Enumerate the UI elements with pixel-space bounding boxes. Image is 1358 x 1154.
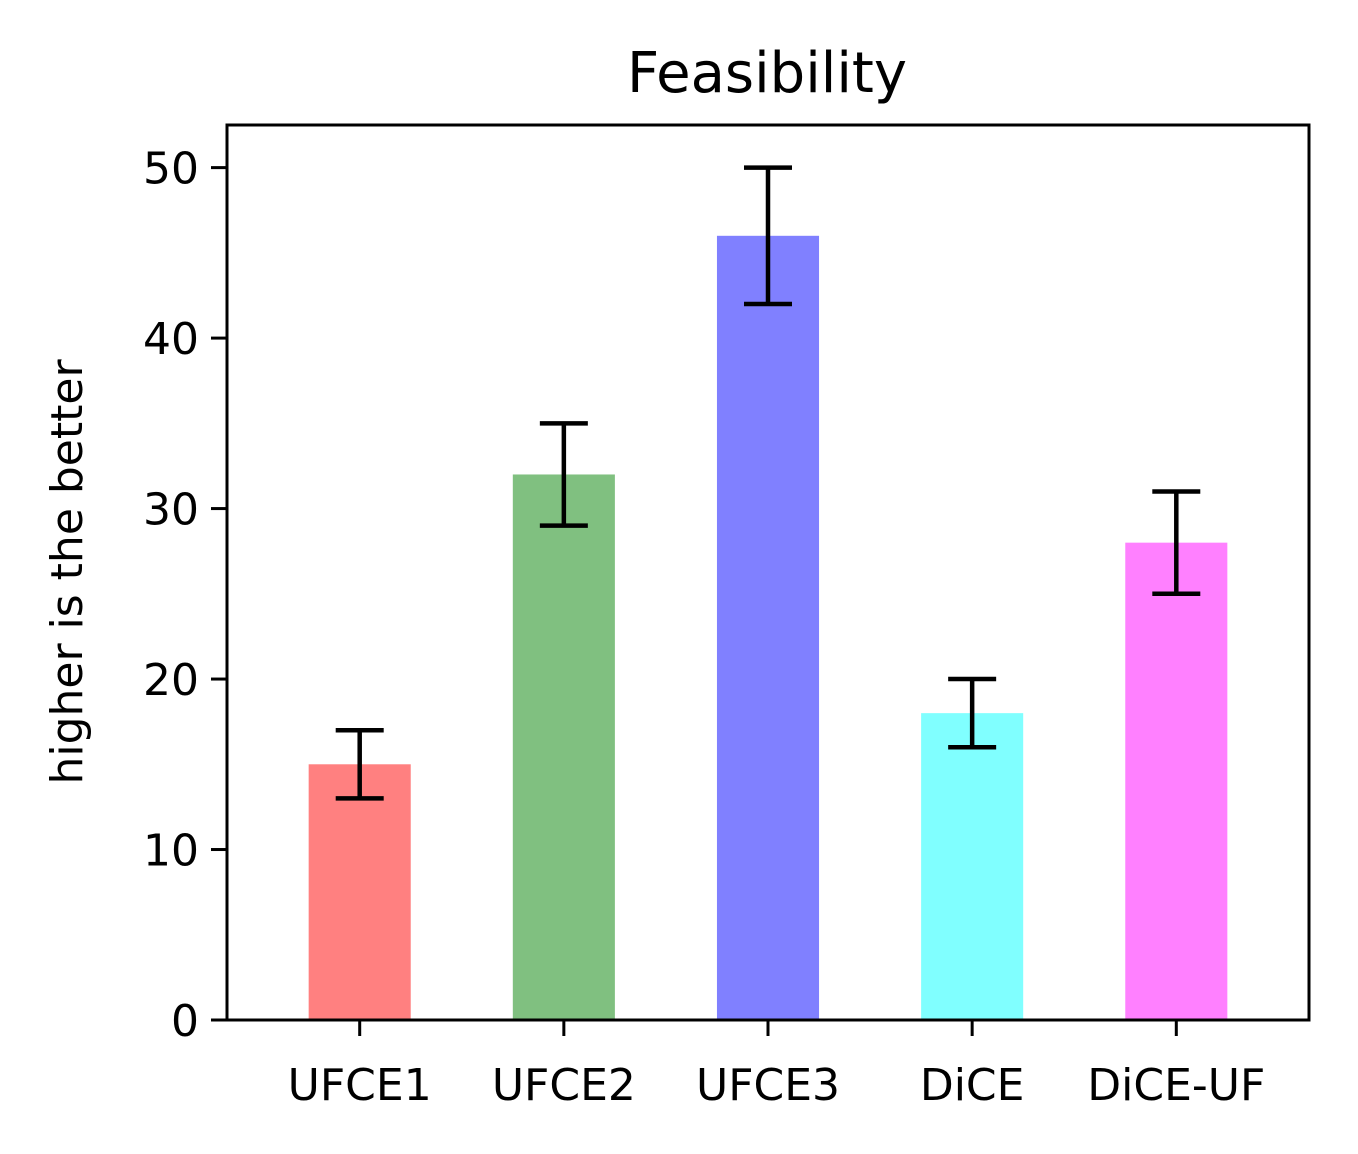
y-tick-label: 50 xyxy=(143,144,199,195)
x-tick-label: UFCE2 xyxy=(492,1060,636,1111)
y-tick-label: 0 xyxy=(171,996,199,1047)
error-bar-dice-uf xyxy=(1152,489,1201,597)
plot-frame xyxy=(225,123,1311,1022)
error-bar-dice xyxy=(948,676,997,750)
error-bar-ufce2 xyxy=(539,421,588,528)
chart-title: Feasibility xyxy=(627,41,907,106)
y-tick-label: 30 xyxy=(143,485,199,536)
y-tick-label: 40 xyxy=(143,314,199,365)
x-axis-ticks: UFCE1 UFCE2 UFCE3 DiCE DiCE-UF xyxy=(288,1020,1265,1111)
y-tick-label: 10 xyxy=(143,826,199,877)
x-tick-label: UFCE1 xyxy=(288,1060,432,1111)
error-bar-ufce1 xyxy=(335,727,384,801)
bars-group xyxy=(308,235,1228,1021)
bar-ufce1 xyxy=(308,764,411,1020)
error-bars-group xyxy=(335,165,1201,801)
bar-dice xyxy=(921,713,1024,1020)
y-axis-label: higher is the better xyxy=(42,359,93,785)
x-tick-label: UFCE3 xyxy=(696,1060,840,1111)
bar-dice-uf xyxy=(1125,542,1228,1020)
x-tick-label: DiCE xyxy=(920,1060,1025,1111)
error-bar-ufce3 xyxy=(744,165,792,307)
y-tick-label: 20 xyxy=(143,655,199,706)
bar-ufce3 xyxy=(716,235,820,1021)
x-tick-label: DiCE-UF xyxy=(1087,1060,1265,1111)
y-axis-ticks: 0 10 20 30 40 50 xyxy=(143,144,227,1047)
bar-ufce2 xyxy=(512,474,615,1020)
